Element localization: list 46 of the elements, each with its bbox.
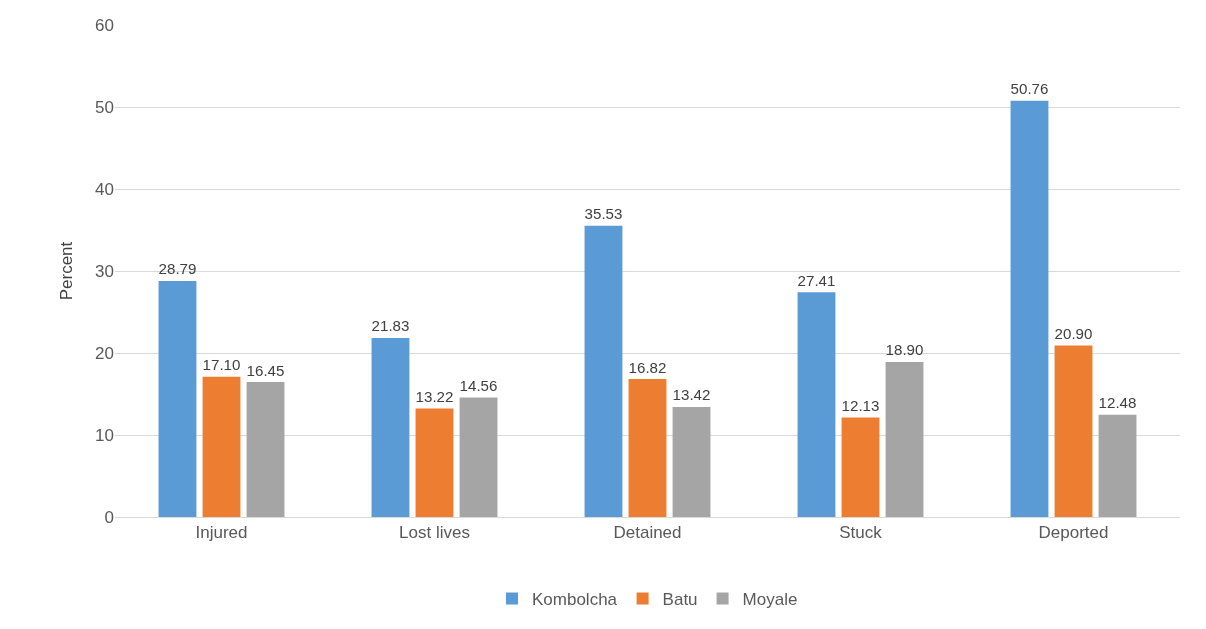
- bar: [1010, 100, 1049, 517]
- y-axis-title: Percent: [56, 241, 76, 301]
- data-label: 50.76: [1010, 80, 1049, 98]
- data-label: 20.90: [1054, 325, 1093, 343]
- y-tick-label: 20: [95, 343, 114, 363]
- y-tick-label: 0: [104, 507, 114, 527]
- data-label: 21.83: [371, 317, 410, 335]
- data-label: 13.42: [672, 386, 711, 404]
- x-tick-label: Lost lives: [399, 523, 470, 543]
- y-tick-label: 50: [95, 97, 114, 117]
- x-tick-label: Injured: [195, 523, 248, 543]
- data-label: 18.90: [885, 341, 924, 359]
- data-label: 28.79: [158, 260, 197, 278]
- data-label: 12.48: [1098, 394, 1137, 412]
- bar: [1098, 414, 1137, 517]
- bar: [246, 382, 285, 517]
- bar: [885, 362, 924, 517]
- bar: [415, 408, 454, 517]
- bar: [1054, 345, 1093, 517]
- data-label: 16.82: [628, 358, 667, 376]
- data-label: 16.45: [246, 361, 285, 379]
- bar: [158, 280, 197, 517]
- data-label: 27.41: [797, 271, 836, 289]
- bar: [584, 225, 623, 517]
- data-label: 13.22: [415, 388, 454, 406]
- bar: [459, 397, 498, 517]
- legend-label: Kombolcha: [532, 590, 618, 610]
- bar: [371, 337, 410, 517]
- y-tick-label: 10: [95, 425, 114, 445]
- legend-label: Batu: [662, 590, 698, 610]
- y-tick-label: 40: [95, 179, 114, 199]
- x-tick-label: Detained: [613, 523, 682, 543]
- bar: [797, 292, 836, 517]
- legend-label: Moyale: [742, 590, 798, 610]
- y-tick-label: 30: [95, 261, 114, 281]
- data-label: 12.13: [841, 396, 880, 414]
- bar: [841, 417, 880, 517]
- x-tick-label: Deported: [1038, 523, 1109, 543]
- y-tick-label: 60: [95, 15, 114, 35]
- data-label: 17.10: [202, 356, 241, 374]
- bar: [202, 376, 241, 517]
- x-tick-label: Stuck: [839, 523, 883, 543]
- bar: [672, 406, 711, 517]
- data-label: 14.56: [459, 377, 498, 395]
- data-label: 35.53: [584, 205, 623, 223]
- bar: [628, 379, 667, 517]
